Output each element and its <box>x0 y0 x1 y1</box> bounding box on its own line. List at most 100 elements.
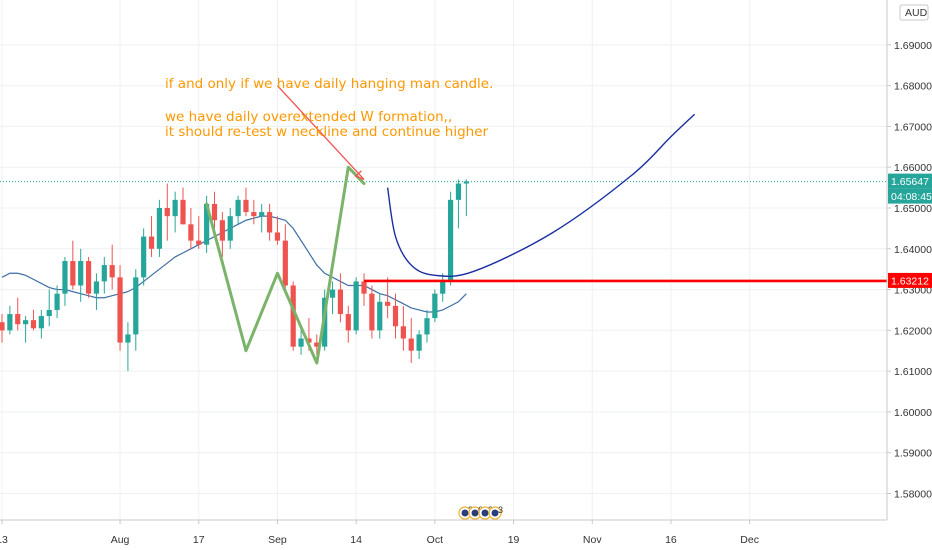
annotation-hanging-man[interactable]: if and only if we have daily hanging man… <box>165 76 494 92</box>
candle[interactable] <box>259 203 265 233</box>
candle[interactable] <box>156 199 162 257</box>
candle[interactable] <box>369 285 375 339</box>
candle[interactable] <box>0 314 5 343</box>
candle[interactable] <box>298 330 304 355</box>
candle[interactable] <box>188 208 194 249</box>
candle[interactable] <box>432 289 438 323</box>
candle[interactable] <box>172 191 178 233</box>
candle[interactable] <box>148 216 155 257</box>
candle[interactable] <box>424 309 430 343</box>
candle-body <box>204 203 210 245</box>
candle[interactable] <box>377 293 383 339</box>
candle[interactable] <box>219 212 225 257</box>
neckline-price-badge <box>888 272 932 288</box>
candle-body <box>125 334 131 343</box>
time-tick-label: Dec <box>740 534 759 546</box>
candle[interactable] <box>125 322 131 372</box>
candle[interactable] <box>416 330 422 359</box>
candle[interactable] <box>85 256 92 298</box>
candle[interactable] <box>54 285 60 319</box>
candle[interactable] <box>78 248 84 302</box>
candle[interactable] <box>62 256 68 306</box>
candle[interactable] <box>463 179 469 217</box>
candle[interactable] <box>196 216 202 249</box>
candle[interactable] <box>133 269 139 351</box>
candle-body <box>400 326 406 339</box>
time-tick-label: Aug <box>111 534 130 546</box>
candle[interactable] <box>243 187 249 217</box>
candle[interactable] <box>385 277 391 319</box>
annotation-arrow[interactable] <box>276 85 365 180</box>
candle[interactable] <box>266 203 273 241</box>
candle[interactable] <box>290 281 296 351</box>
candle[interactable] <box>282 224 288 290</box>
candle[interactable] <box>93 273 100 310</box>
event-marker-dot <box>491 509 499 517</box>
event-marker-dot <box>461 509 469 517</box>
candle-body <box>392 305 399 327</box>
candle[interactable] <box>180 187 186 225</box>
candle-body <box>133 277 139 335</box>
candle[interactable] <box>46 289 52 327</box>
candle[interactable] <box>251 199 257 225</box>
candle[interactable] <box>164 183 170 241</box>
candle[interactable] <box>211 191 218 229</box>
candle[interactable] <box>345 305 351 343</box>
candle[interactable] <box>101 256 107 294</box>
candle-body <box>38 316 44 329</box>
candle[interactable] <box>455 179 462 229</box>
event-markers[interactable]: 2623 <box>458 505 503 520</box>
time-axis[interactable]: 13 Aug 17 Sep 14 Oct 19 Nov 16 Dec <box>0 520 759 546</box>
candle-body <box>93 281 100 294</box>
w-pattern-drawing[interactable] <box>205 165 366 365</box>
candle-body <box>30 320 37 329</box>
candle[interactable] <box>15 297 21 331</box>
candle[interactable] <box>392 293 399 339</box>
candle[interactable] <box>38 309 44 339</box>
candle[interactable] <box>447 191 454 286</box>
candle-body <box>164 208 170 217</box>
annotation-retest[interactable]: it should re-test w neckline and continu… <box>165 124 489 140</box>
candle[interactable] <box>329 281 336 315</box>
current-price-label: 1.65647 <box>891 176 929 188</box>
candle-body <box>23 320 29 325</box>
candle[interactable] <box>361 273 367 306</box>
candle[interactable] <box>235 195 241 225</box>
candle[interactable] <box>353 277 359 335</box>
candle[interactable] <box>400 305 406 351</box>
candle-body <box>141 236 147 278</box>
annotation-w-formation[interactable]: we have daily overextended W formation,, <box>165 109 453 125</box>
event-marker-dot <box>471 509 479 517</box>
price-axis[interactable]: 1.580001.590001.600001.610001.620001.630… <box>887 4 932 500</box>
candle[interactable] <box>408 318 414 363</box>
candle[interactable] <box>141 228 147 286</box>
candle-body <box>432 293 438 319</box>
price-tick-label: 1.65000 <box>894 203 932 215</box>
candle-body <box>235 199 241 217</box>
candle[interactable] <box>109 244 115 290</box>
price-tick-label: 1.60000 <box>894 407 932 419</box>
candle-body <box>369 293 375 331</box>
candle[interactable] <box>117 265 123 351</box>
candle-body <box>196 240 202 245</box>
candle-body <box>109 265 115 278</box>
candle-body <box>180 199 186 225</box>
candle-body <box>7 314 13 331</box>
time-axis-background[interactable] <box>0 520 887 550</box>
candle[interactable] <box>7 305 13 335</box>
candle-body <box>78 261 84 286</box>
candle[interactable] <box>440 273 446 302</box>
candle[interactable] <box>227 208 233 249</box>
candle[interactable] <box>30 309 37 331</box>
candle[interactable] <box>314 334 320 355</box>
candle[interactable] <box>337 273 344 323</box>
candle[interactable] <box>70 240 76 290</box>
projection-curve[interactable] <box>386 113 696 278</box>
candle[interactable] <box>274 216 281 245</box>
price-tick-label: 1.62000 <box>894 325 932 337</box>
time-tick-label: Nov <box>583 534 602 546</box>
candle[interactable] <box>23 316 29 343</box>
currency-box[interactable] <box>899 4 929 21</box>
candle-body <box>424 318 430 335</box>
